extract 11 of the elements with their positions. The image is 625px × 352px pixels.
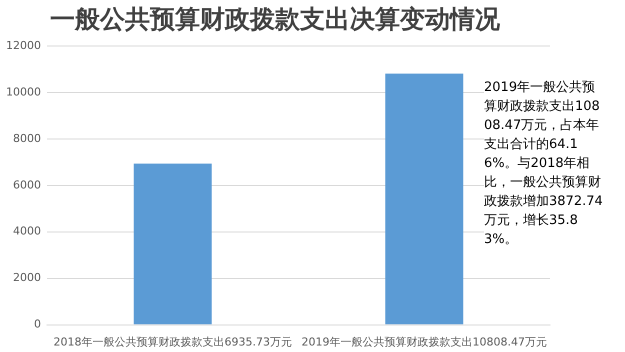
y-tick-label: 2000 <box>12 271 41 284</box>
chart-title: 一般公共预算财政拨款支出决算变动情况 <box>50 4 501 34</box>
y-tick-label: 0 <box>34 318 41 331</box>
x-tick-label: 2019年一般公共预算财政拨款支出10808.47万元 <box>302 335 547 348</box>
x-tick-label: 2018年一般公共预算财政拨款支出6935.73万元 <box>54 335 292 348</box>
y-tick-label: 10000 <box>6 85 41 98</box>
text: 2019年一般公共预算财政拨款支出10808.47万元，占本年支出合计的64.16%。与2018年相比，一般公共预算财政拨款增加3872.74万元，增长35.83%。 <box>484 80 603 247</box>
y-tick-label: 6000 <box>12 178 41 192</box>
y-tick-label: 12000 <box>6 38 41 52</box>
y-tick-label: 8000 <box>12 132 41 145</box>
y-tick-label: 4000 <box>12 224 41 238</box>
